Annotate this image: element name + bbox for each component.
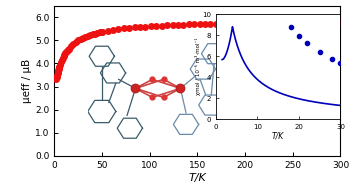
X-axis label: T/K: T/K bbox=[188, 173, 206, 183]
X-axis label: T/K: T/K bbox=[272, 131, 284, 140]
Y-axis label: μeff / μB: μeff / μB bbox=[22, 59, 32, 103]
Y-axis label: χmol / 10⁻⁶ m³·mol⁻¹: χmol / 10⁻⁶ m³·mol⁻¹ bbox=[194, 38, 201, 95]
